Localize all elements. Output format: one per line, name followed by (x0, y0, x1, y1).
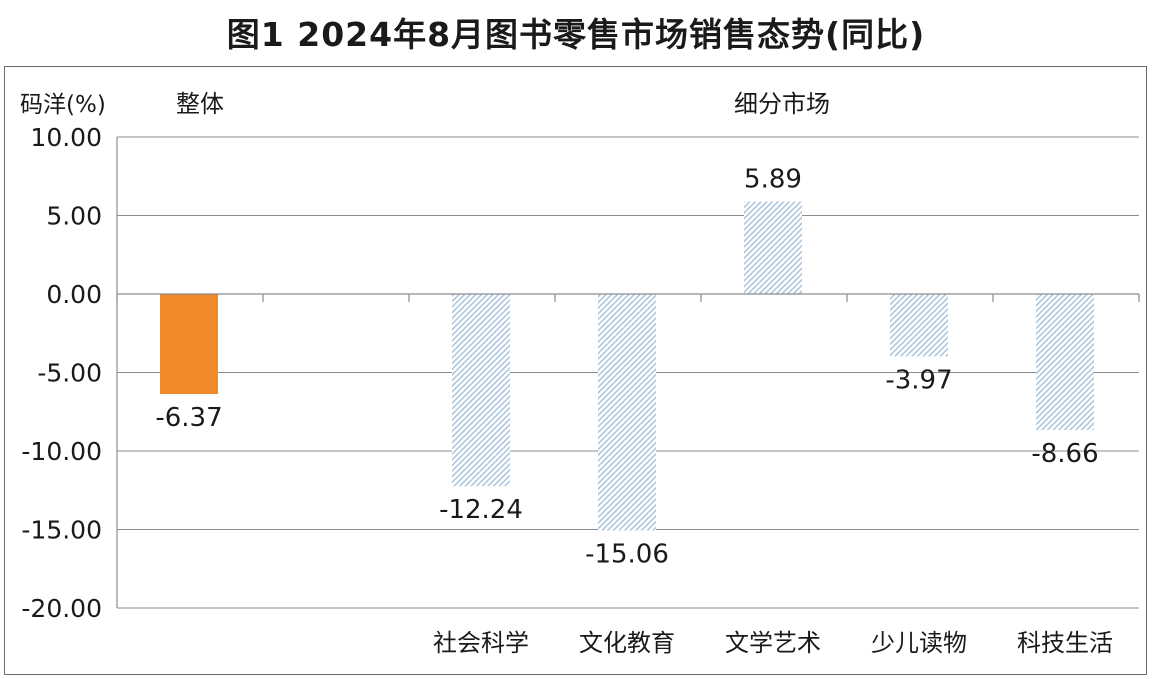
y-axis-title: 码洋(%) (20, 92, 106, 118)
category-label: 科技生活 (1017, 629, 1113, 657)
y-tick-label: -15.00 (21, 516, 102, 545)
category-label: 文学艺术 (725, 629, 821, 657)
y-tick-label: -20.00 (21, 594, 102, 623)
bar-overall (160, 294, 218, 395)
data-label: -12.24 (439, 495, 523, 525)
bar-segment (744, 201, 802, 294)
bar-segment (452, 294, 510, 487)
data-label: -15.06 (585, 539, 669, 569)
y-tick-label: -10.00 (21, 437, 102, 466)
bar-segment (890, 294, 948, 357)
chart-frame (4, 66, 1147, 675)
category-label: 社会科学 (433, 629, 529, 657)
data-label: -6.37 (155, 403, 222, 433)
data-label: -3.97 (885, 365, 952, 395)
y-tick-label: 0.00 (46, 280, 102, 309)
bar-segment (598, 294, 656, 531)
y-tick-label: 5.00 (46, 202, 102, 231)
category-label: 少儿读物 (871, 629, 967, 657)
data-label: -8.66 (1031, 439, 1098, 469)
group-label-segments: 细分市场 (734, 90, 830, 118)
y-tick-label: -5.00 (37, 359, 102, 388)
chart-title: 图1 2024年8月图书零售市场销售态势(同比) (226, 15, 926, 54)
bar-segment (1036, 294, 1094, 430)
y-tick-label: 10.00 (30, 123, 102, 152)
data-label: 5.89 (744, 165, 802, 195)
group-label-overall: 整体 (176, 90, 224, 118)
category-label: 文化教育 (579, 629, 675, 657)
